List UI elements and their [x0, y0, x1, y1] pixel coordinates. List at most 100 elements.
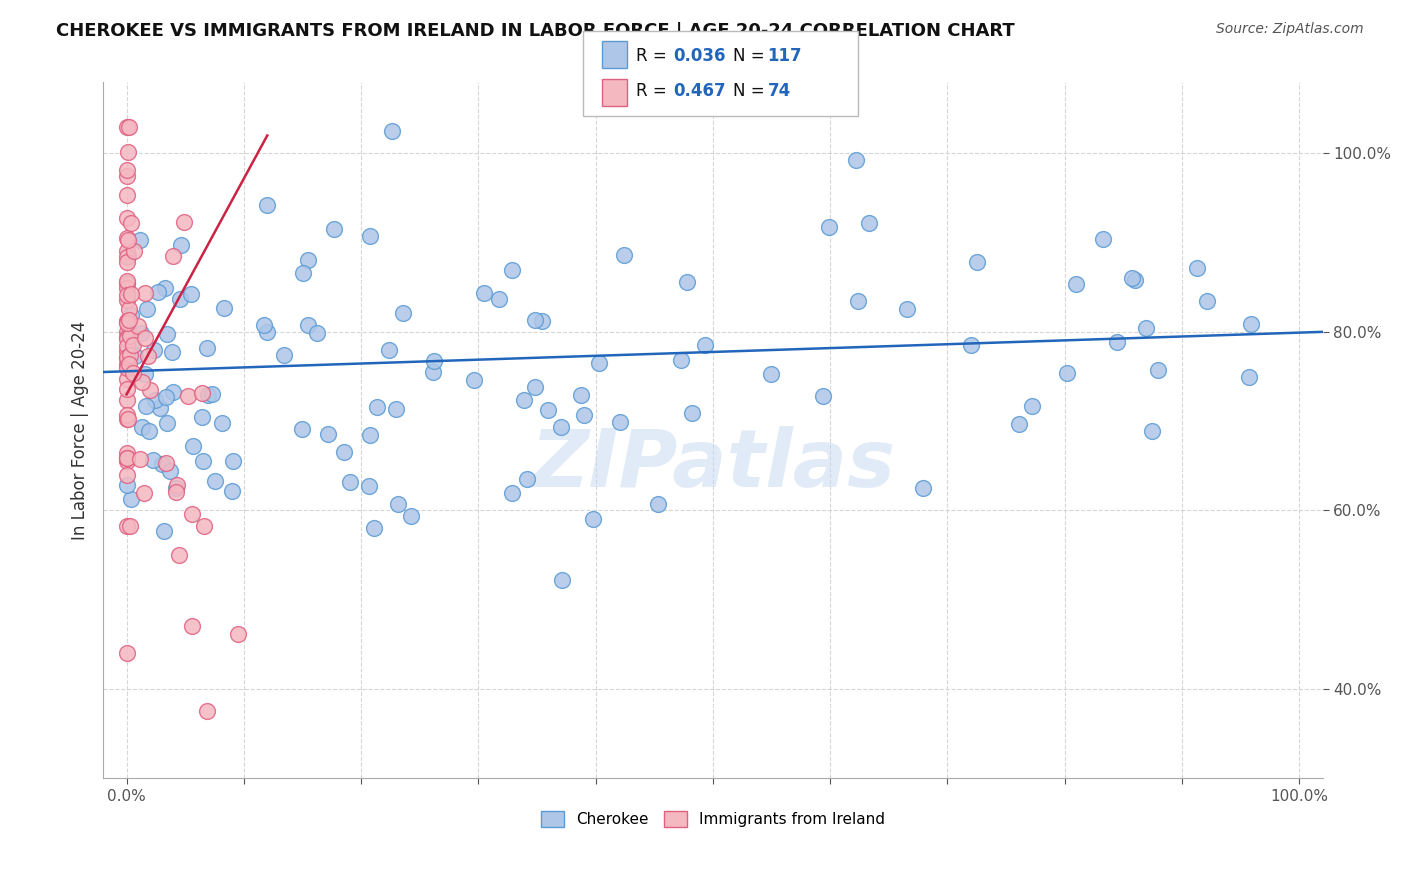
Text: R =: R =: [636, 82, 672, 100]
Point: [115, 351, 138, 365]
Point: [142, 453, 165, 467]
Point: [165, 481, 187, 495]
Point: [291, 266, 314, 280]
Point: [1125, 273, 1147, 287]
Point: [139, 383, 162, 397]
Text: N =: N =: [733, 82, 769, 100]
Point: [550, 573, 572, 587]
Text: ZIPatlas: ZIPatlas: [530, 425, 896, 504]
Point: [911, 481, 934, 495]
Text: CHEROKEE VS IMMIGRANTS FROM IRELAND IN LABOR FORCE | AGE 20-24 CORRELATION CHART: CHEROKEE VS IMMIGRANTS FROM IRELAND IN L…: [56, 22, 1015, 40]
Point: [115, 255, 138, 269]
Point: [531, 314, 554, 328]
Point: [1008, 417, 1031, 431]
Point: [115, 316, 138, 330]
Point: [1021, 399, 1043, 413]
Point: [322, 221, 344, 235]
Point: [181, 508, 204, 522]
Point: [212, 301, 235, 315]
Point: [122, 244, 145, 259]
Point: [120, 336, 142, 351]
Point: [173, 214, 195, 228]
Point: [211, 416, 233, 430]
Point: [401, 508, 423, 523]
Point: [226, 627, 249, 641]
Point: [1237, 370, 1260, 384]
Point: [848, 293, 870, 308]
Point: [162, 385, 184, 400]
Point: [134, 486, 156, 500]
Point: [120, 308, 142, 322]
Point: [291, 422, 314, 436]
Text: 74: 74: [768, 82, 792, 100]
Point: [149, 401, 172, 415]
Point: [156, 326, 179, 341]
Point: [669, 353, 692, 368]
Point: [115, 519, 138, 533]
Point: [159, 464, 181, 478]
Point: [115, 187, 138, 202]
Point: [115, 325, 138, 339]
Point: [120, 287, 142, 301]
Point: [305, 326, 328, 340]
Point: [115, 288, 138, 302]
Point: [423, 353, 446, 368]
Point: [134, 367, 156, 381]
Point: [117, 145, 139, 159]
Point: [253, 318, 276, 333]
Point: [813, 389, 835, 403]
Point: [588, 355, 610, 369]
Point: [117, 233, 139, 247]
Point: [501, 486, 523, 500]
Point: [115, 293, 138, 307]
Point: [115, 412, 138, 426]
Text: 0.467: 0.467: [673, 82, 725, 100]
Point: [124, 349, 146, 363]
Point: [155, 456, 177, 470]
Point: [1064, 277, 1087, 292]
Point: [115, 357, 138, 371]
Point: [359, 228, 381, 243]
Point: [115, 454, 138, 468]
Point: [191, 385, 214, 400]
Point: [115, 315, 138, 329]
Point: [524, 380, 547, 394]
Point: [761, 367, 783, 381]
Point: [115, 339, 138, 353]
Point: [221, 484, 243, 499]
Point: [135, 302, 157, 317]
Point: [966, 254, 988, 268]
Y-axis label: In Labor Force | Age 20-24: In Labor Force | Age 20-24: [72, 320, 89, 540]
Point: [582, 512, 605, 526]
Point: [363, 521, 385, 535]
Point: [134, 285, 156, 300]
Point: [516, 472, 538, 486]
Point: [120, 216, 142, 230]
Point: [115, 450, 138, 465]
Point: [118, 357, 141, 371]
Point: [1091, 232, 1114, 246]
Point: [381, 124, 404, 138]
Point: [896, 301, 918, 316]
Point: [115, 382, 138, 396]
Point: [256, 325, 278, 339]
Point: [115, 392, 138, 407]
Point: [609, 415, 631, 429]
Point: [117, 478, 139, 492]
Point: [180, 286, 202, 301]
Point: [134, 331, 156, 345]
Point: [115, 409, 138, 423]
Point: [181, 619, 204, 633]
Point: [118, 302, 141, 317]
Point: [222, 454, 245, 468]
Point: [115, 372, 138, 386]
Point: [193, 518, 215, 533]
Point: [1195, 294, 1218, 309]
Point: [845, 153, 868, 168]
Point: [366, 401, 388, 415]
Point: [1185, 260, 1208, 275]
Point: [550, 420, 572, 434]
Point: [117, 412, 139, 426]
Point: [273, 348, 295, 362]
Point: [115, 344, 138, 359]
